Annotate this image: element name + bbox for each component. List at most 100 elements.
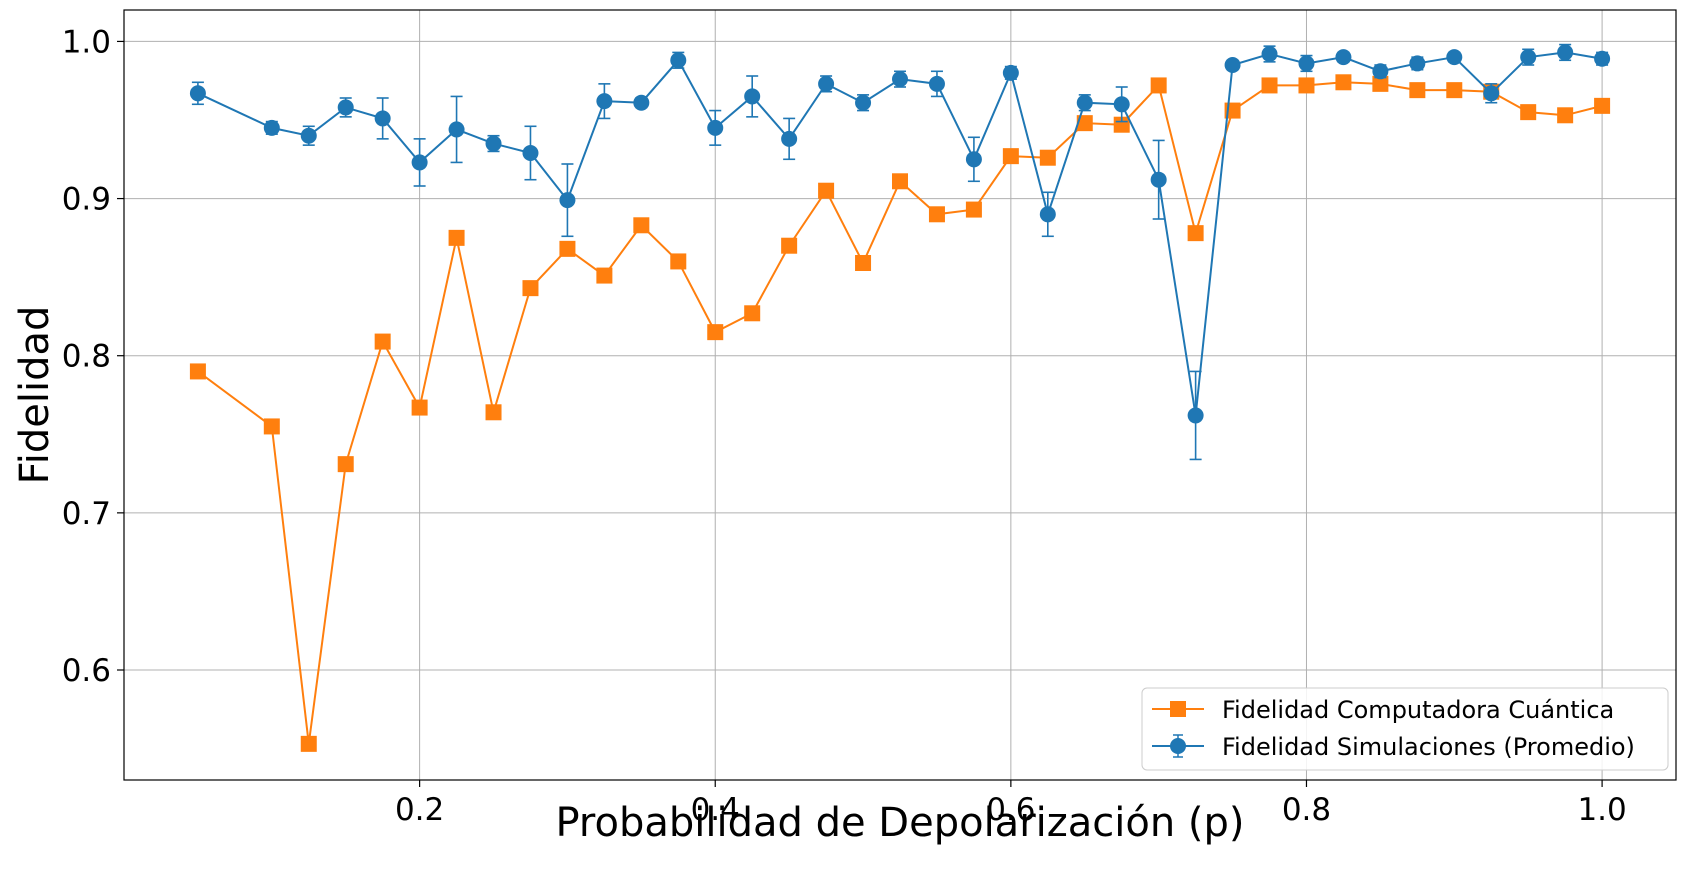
data-point bbox=[411, 399, 428, 416]
x-tick-label: 0.8 bbox=[1282, 792, 1331, 828]
data-point bbox=[559, 192, 576, 209]
data-point bbox=[1113, 116, 1130, 133]
data-point bbox=[818, 75, 835, 92]
data-point bbox=[1224, 57, 1241, 73]
data-point bbox=[596, 93, 613, 110]
data-point bbox=[928, 75, 945, 92]
y-axis-label: Fidelidad bbox=[12, 306, 58, 485]
data-point bbox=[1298, 55, 1315, 72]
data-point bbox=[189, 85, 206, 102]
legend-label-simulations: Fidelidad Simulaciones (Promedio) bbox=[1222, 733, 1635, 761]
data-point bbox=[1520, 104, 1537, 121]
data-point bbox=[1002, 148, 1019, 165]
y-tick-label: 0.8 bbox=[62, 339, 111, 375]
data-point bbox=[855, 94, 872, 111]
data-point bbox=[1446, 82, 1463, 99]
legend-label-quantum: Fidelidad Computadora Cuántica bbox=[1222, 696, 1614, 724]
data-point bbox=[633, 94, 650, 111]
data-point bbox=[928, 206, 945, 223]
legend-marker-simulations bbox=[1170, 738, 1186, 754]
x-tick-label: 0.4 bbox=[691, 792, 740, 828]
data-point bbox=[1150, 77, 1167, 94]
data-point bbox=[300, 735, 317, 752]
data-point bbox=[707, 324, 724, 341]
data-point bbox=[1335, 49, 1352, 66]
data-point bbox=[1557, 44, 1574, 61]
data-point bbox=[892, 173, 908, 190]
data-point bbox=[596, 267, 613, 284]
legend-box bbox=[1141, 687, 1669, 771]
data-point bbox=[1594, 97, 1611, 114]
data-point bbox=[1002, 64, 1019, 81]
data-point bbox=[781, 130, 798, 147]
x-tick-label: 0.6 bbox=[986, 792, 1035, 828]
data-point bbox=[633, 217, 650, 234]
data-point bbox=[337, 99, 354, 116]
data-point bbox=[744, 88, 761, 105]
data-point bbox=[1446, 49, 1463, 66]
data-point bbox=[1261, 77, 1278, 94]
data-point bbox=[263, 418, 280, 435]
data-point bbox=[559, 240, 576, 257]
data-point bbox=[263, 119, 280, 136]
x-tick-label: 1.0 bbox=[1577, 792, 1626, 828]
data-point bbox=[1520, 49, 1537, 66]
data-point bbox=[1039, 206, 1056, 223]
data-point bbox=[300, 127, 317, 144]
y-tick-label: 0.9 bbox=[62, 182, 111, 218]
data-point bbox=[1409, 82, 1426, 99]
data-point bbox=[1483, 85, 1500, 102]
data-point bbox=[1372, 75, 1389, 92]
data-point bbox=[1557, 107, 1574, 124]
legend-marker-quantum bbox=[1170, 701, 1186, 717]
data-point bbox=[522, 145, 539, 161]
plot-frame bbox=[123, 9, 1677, 781]
data-point bbox=[707, 119, 724, 136]
data-point bbox=[855, 255, 872, 271]
data-point bbox=[1372, 63, 1389, 80]
data-point bbox=[374, 333, 391, 350]
y-tick-label: 0.6 bbox=[62, 653, 111, 689]
data-point bbox=[781, 237, 798, 254]
data-point bbox=[1594, 50, 1611, 67]
data-point bbox=[522, 280, 539, 297]
grid bbox=[124, 10, 1676, 780]
data-point bbox=[1409, 55, 1426, 72]
y-tick-label: 0.7 bbox=[62, 496, 111, 532]
data-point bbox=[1261, 46, 1278, 62]
data-point bbox=[448, 229, 465, 246]
data-point bbox=[1039, 149, 1056, 166]
data-point bbox=[1298, 77, 1315, 94]
series-line bbox=[197, 51, 1603, 416]
data-point bbox=[892, 71, 908, 88]
data-point bbox=[448, 121, 465, 138]
data-point bbox=[965, 201, 982, 218]
data-point bbox=[1076, 94, 1093, 111]
data-point bbox=[744, 305, 761, 322]
data-point bbox=[485, 135, 502, 152]
data-point bbox=[1187, 407, 1204, 424]
data-point bbox=[189, 363, 206, 380]
legend: Fidelidad Computadora Cuántica Fidelidad… bbox=[1141, 687, 1669, 771]
plot-series bbox=[189, 43, 1611, 752]
data-point bbox=[1187, 225, 1204, 242]
x-tick-label: 0.2 bbox=[395, 792, 444, 828]
data-point bbox=[1076, 115, 1093, 132]
y-tick-label: 1.0 bbox=[62, 24, 111, 60]
data-point bbox=[670, 52, 687, 69]
data-point bbox=[337, 456, 354, 473]
data-point bbox=[1113, 96, 1130, 113]
data-point bbox=[1335, 74, 1352, 91]
series-quantum-computer bbox=[189, 74, 1611, 752]
data-point bbox=[1150, 171, 1167, 188]
data-point bbox=[374, 110, 391, 127]
data-point bbox=[411, 154, 428, 171]
data-point bbox=[670, 253, 687, 270]
data-point bbox=[818, 182, 835, 199]
axis-ticks: 0.2 0.4 0.6 0.8 1.0 0.6 0.7 0.8 0.9 1.0 bbox=[62, 24, 1627, 828]
data-point bbox=[485, 404, 502, 421]
data-point bbox=[965, 151, 982, 168]
series-simulations bbox=[189, 43, 1611, 461]
x-axis-label: Probabilidad de Depolarización (p) bbox=[555, 800, 1244, 846]
